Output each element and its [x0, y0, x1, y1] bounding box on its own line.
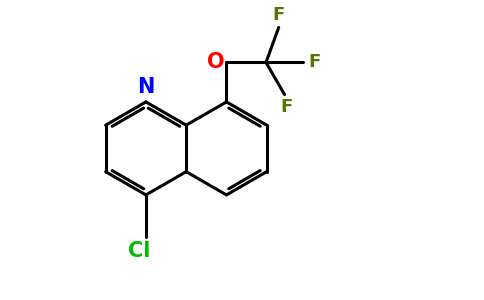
Text: N: N — [137, 77, 154, 97]
Text: F: F — [272, 6, 285, 24]
Text: F: F — [281, 98, 293, 116]
Text: O: O — [207, 52, 224, 72]
Text: Cl: Cl — [128, 242, 150, 261]
Text: F: F — [309, 53, 321, 71]
